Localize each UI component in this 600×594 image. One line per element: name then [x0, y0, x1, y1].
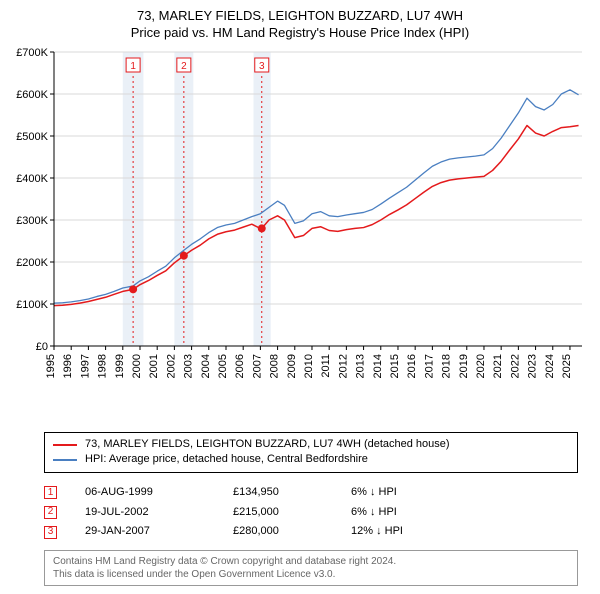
svg-text:2023: 2023	[527, 354, 539, 378]
sale-pct-vs-hpi: 12% ↓ HPI	[351, 522, 461, 542]
svg-text:2025: 2025	[561, 354, 573, 378]
svg-text:2013: 2013	[355, 354, 367, 378]
svg-text:1999: 1999	[114, 354, 126, 378]
svg-text:£400K: £400K	[16, 173, 48, 185]
legend: 73, MARLEY FIELDS, LEIGHTON BUZZARD, LU7…	[44, 432, 578, 473]
svg-text:1998: 1998	[97, 354, 109, 378]
sale-date: 29-JAN-2007	[85, 522, 205, 542]
svg-text:1995: 1995	[45, 354, 57, 378]
svg-text:1: 1	[130, 61, 136, 72]
svg-text:2010: 2010	[303, 354, 315, 378]
legend-item: 73, MARLEY FIELDS, LEIGHTON BUZZARD, LU7…	[53, 437, 569, 452]
svg-text:£700K: £700K	[16, 47, 48, 59]
legend-swatch	[53, 444, 77, 446]
svg-text:£600K: £600K	[16, 89, 48, 101]
svg-text:2005: 2005	[217, 354, 229, 378]
sale-row: 1 06-AUG-1999 £134,950 6% ↓ HPI	[44, 483, 578, 503]
legend-item: HPI: Average price, detached house, Cent…	[53, 452, 569, 467]
chart-svg: £0 £100K £200K £300K £400K £500K £600K £700K 199…	[0, 46, 600, 426]
svg-text:2019: 2019	[458, 354, 470, 378]
sale-marker: 2	[44, 506, 57, 519]
svg-text:2016: 2016	[406, 354, 418, 378]
attribution: Contains HM Land Registry data © Crown c…	[44, 550, 578, 586]
svg-text:2000: 2000	[131, 354, 143, 378]
svg-text:2024: 2024	[544, 354, 556, 378]
legend-label: 73, MARLEY FIELDS, LEIGHTON BUZZARD, LU7…	[85, 437, 450, 452]
sale-price: £215,000	[233, 503, 323, 523]
svg-text:2014: 2014	[372, 354, 384, 378]
svg-text:2003: 2003	[183, 354, 195, 378]
svg-text:2021: 2021	[492, 354, 504, 378]
svg-text:2006: 2006	[234, 354, 246, 378]
svg-text:2002: 2002	[165, 354, 177, 378]
sale-marker: 1	[44, 486, 57, 499]
svg-text:2: 2	[181, 61, 187, 72]
svg-text:2020: 2020	[475, 354, 487, 378]
svg-text:3: 3	[259, 61, 265, 72]
sale-date: 06-AUG-1999	[85, 483, 205, 503]
sale-price: £134,950	[233, 483, 323, 503]
svg-text:2012: 2012	[337, 354, 349, 378]
svg-text:£100K: £100K	[16, 299, 48, 311]
svg-text:2004: 2004	[200, 354, 212, 378]
svg-text:2001: 2001	[148, 354, 160, 378]
svg-text:1996: 1996	[62, 354, 74, 378]
svg-text:2017: 2017	[423, 354, 435, 378]
attribution-line-1: Contains HM Land Registry data © Crown c…	[53, 555, 569, 568]
sale-row: 3 29-JAN-2007 £280,000 12% ↓ HPI	[44, 522, 578, 542]
chart-area: £0 £100K £200K £300K £400K £500K £600K £700K 199…	[0, 46, 600, 426]
svg-text:£300K: £300K	[16, 215, 48, 227]
svg-text:2011: 2011	[320, 354, 332, 378]
legend-swatch	[53, 459, 77, 461]
svg-text:2007: 2007	[251, 354, 263, 378]
svg-text:£500K: £500K	[16, 131, 48, 143]
svg-text:2008: 2008	[269, 354, 281, 378]
sale-pct-vs-hpi: 6% ↓ HPI	[351, 483, 461, 503]
sale-marker: 3	[44, 526, 57, 539]
sale-price: £280,000	[233, 522, 323, 542]
svg-text:1997: 1997	[79, 354, 91, 378]
chart-container: 73, MARLEY FIELDS, LEIGHTON BUZZARD, LU7…	[0, 0, 600, 586]
svg-text:£200K: £200K	[16, 257, 48, 269]
legend-label: HPI: Average price, detached house, Cent…	[85, 452, 368, 467]
title-block: 73, MARLEY FIELDS, LEIGHTON BUZZARD, LU7…	[0, 0, 600, 40]
title-line-1: 73, MARLEY FIELDS, LEIGHTON BUZZARD, LU7…	[0, 8, 600, 23]
svg-text:2009: 2009	[286, 354, 298, 378]
title-line-2: Price paid vs. HM Land Registry's House …	[0, 25, 600, 40]
svg-text:£0: £0	[36, 341, 48, 353]
sales-table: 1 06-AUG-1999 £134,950 6% ↓ HPI 2 19-JUL-2002…	[44, 483, 578, 542]
sale-pct-vs-hpi: 6% ↓ HPI	[351, 503, 461, 523]
svg-text:2022: 2022	[509, 354, 521, 378]
sale-date: 19-JUL-2002	[85, 503, 205, 523]
attribution-line-2: This data is licensed under the Open Gov…	[53, 568, 569, 581]
sale-row: 2 19-JUL-2002 £215,000 6% ↓ HPI	[44, 503, 578, 523]
svg-text:2015: 2015	[389, 354, 401, 378]
svg-text:2018: 2018	[441, 354, 453, 378]
